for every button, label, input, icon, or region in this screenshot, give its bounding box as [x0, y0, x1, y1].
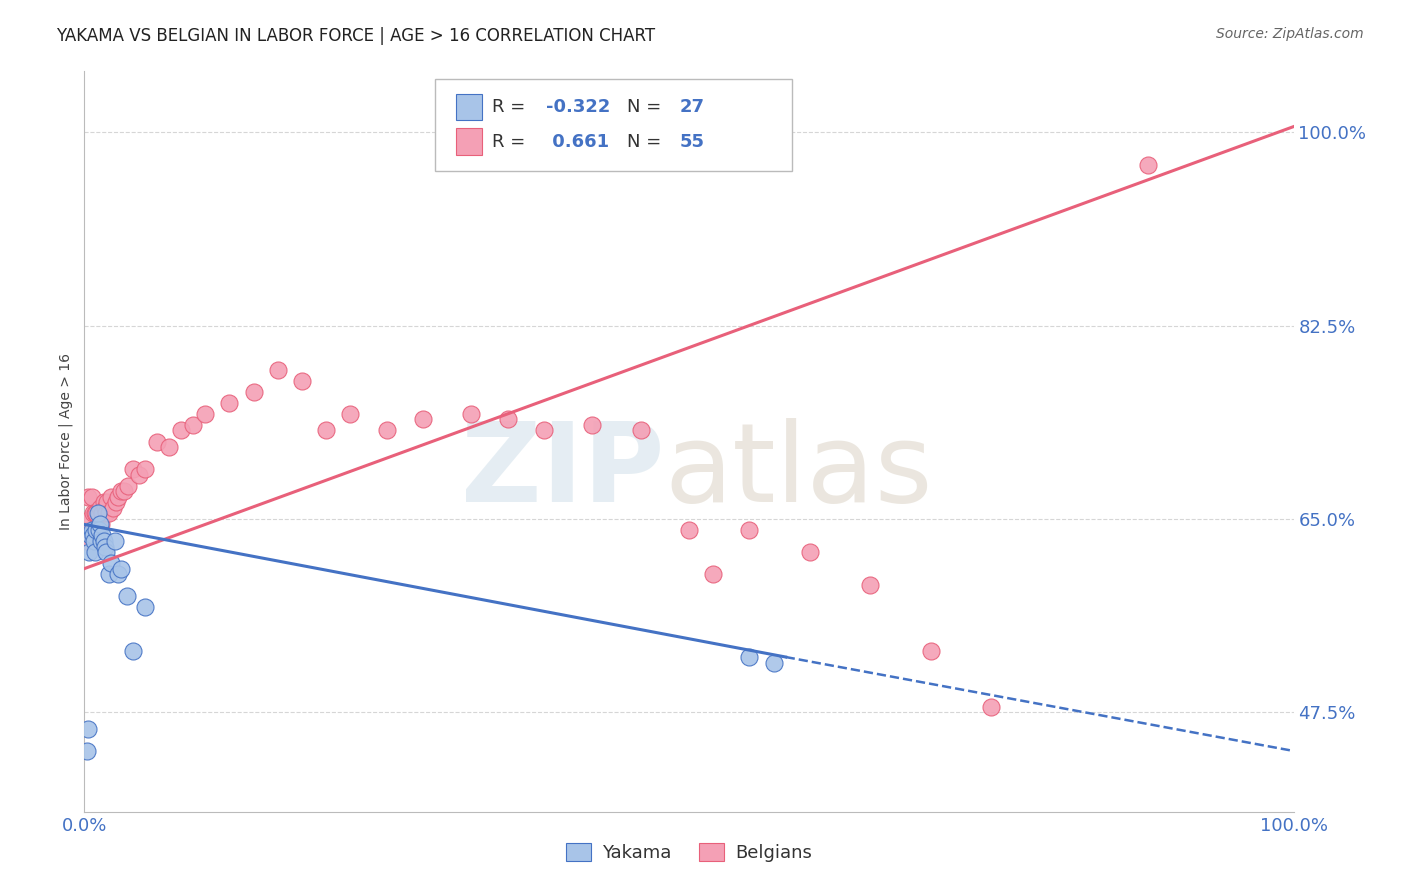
Point: [82, 507, 104, 521]
Text: R =: R =: [492, 133, 537, 151]
Point: [79, 528, 101, 542]
Text: 0.661: 0.661: [547, 133, 609, 151]
FancyBboxPatch shape: [456, 94, 482, 120]
Point: [110, 561, 132, 575]
Point: [94, 500, 117, 515]
Point: [134, 600, 156, 615]
FancyBboxPatch shape: [434, 78, 792, 171]
Point: [194, 407, 217, 421]
Point: [181, 417, 204, 432]
Point: [107, 567, 129, 582]
Point: [96, 495, 118, 509]
Point: [112, 484, 135, 499]
Point: [157, 440, 180, 454]
Point: [134, 462, 156, 476]
Point: [702, 567, 724, 582]
Point: [91, 528, 114, 542]
Point: [738, 650, 761, 665]
Text: 55: 55: [679, 133, 704, 151]
Point: [89, 500, 111, 515]
Y-axis label: In Labor Force | Age > 16: In Labor Force | Age > 16: [59, 353, 73, 530]
Point: [86, 523, 108, 537]
Text: N =: N =: [627, 133, 668, 151]
Point: [762, 656, 785, 670]
Point: [581, 417, 603, 432]
Text: Source: ZipAtlas.com: Source: ZipAtlas.com: [1216, 27, 1364, 41]
Point: [94, 545, 117, 559]
Text: 27: 27: [679, 98, 704, 116]
Point: [107, 490, 129, 504]
Point: [339, 407, 361, 421]
Point: [80, 523, 103, 537]
Point: [218, 396, 240, 410]
Point: [82, 528, 104, 542]
Point: [375, 424, 398, 438]
Text: ZIP: ZIP: [461, 417, 665, 524]
Point: [89, 517, 111, 532]
Point: [83, 533, 105, 548]
Point: [859, 578, 882, 592]
Point: [90, 517, 112, 532]
Text: R =: R =: [492, 98, 531, 116]
Point: [76, 533, 98, 548]
Point: [678, 523, 700, 537]
Point: [115, 589, 138, 603]
Point: [121, 462, 143, 476]
Point: [117, 479, 139, 493]
Point: [100, 556, 122, 570]
Point: [77, 545, 100, 559]
Point: [93, 533, 115, 548]
Point: [90, 533, 112, 548]
Point: [86, 507, 108, 521]
Point: [104, 533, 127, 548]
Point: [77, 490, 100, 504]
Legend: Yakama, Belgians: Yakama, Belgians: [560, 836, 818, 870]
Point: [1137, 158, 1160, 172]
Point: [84, 507, 107, 521]
Point: [97, 507, 120, 521]
Point: [93, 495, 115, 509]
Point: [630, 424, 652, 438]
Point: [86, 507, 108, 521]
Point: [110, 484, 132, 499]
Point: [242, 384, 264, 399]
Point: [128, 467, 150, 482]
Point: [100, 490, 122, 504]
Point: [170, 424, 193, 438]
Point: [77, 722, 100, 736]
Point: [267, 362, 290, 376]
Point: [86, 523, 108, 537]
Point: [738, 523, 761, 537]
Point: [103, 500, 125, 515]
Text: atlas: atlas: [665, 417, 934, 524]
Point: [94, 507, 117, 521]
Point: [146, 434, 169, 449]
Text: YAKAMA VS BELGIAN IN LABOR FORCE | AGE > 16 CORRELATION CHART: YAKAMA VS BELGIAN IN LABOR FORCE | AGE >…: [56, 27, 655, 45]
Point: [533, 424, 555, 438]
FancyBboxPatch shape: [456, 128, 482, 155]
Point: [412, 412, 434, 426]
Point: [76, 744, 98, 758]
Point: [104, 495, 127, 509]
Point: [83, 523, 105, 537]
Point: [79, 512, 101, 526]
Point: [97, 567, 120, 582]
Point: [291, 374, 314, 388]
Text: -0.322: -0.322: [547, 98, 610, 116]
Point: [121, 644, 143, 658]
Point: [91, 507, 114, 521]
Point: [496, 412, 519, 426]
Point: [460, 407, 482, 421]
Point: [84, 545, 107, 559]
Point: [980, 699, 1002, 714]
Point: [799, 545, 821, 559]
Text: N =: N =: [627, 98, 668, 116]
Point: [920, 644, 942, 658]
Point: [94, 540, 117, 554]
Point: [87, 507, 110, 521]
Point: [315, 424, 337, 438]
Point: [80, 490, 103, 504]
Point: [77, 523, 100, 537]
Point: [87, 523, 110, 537]
